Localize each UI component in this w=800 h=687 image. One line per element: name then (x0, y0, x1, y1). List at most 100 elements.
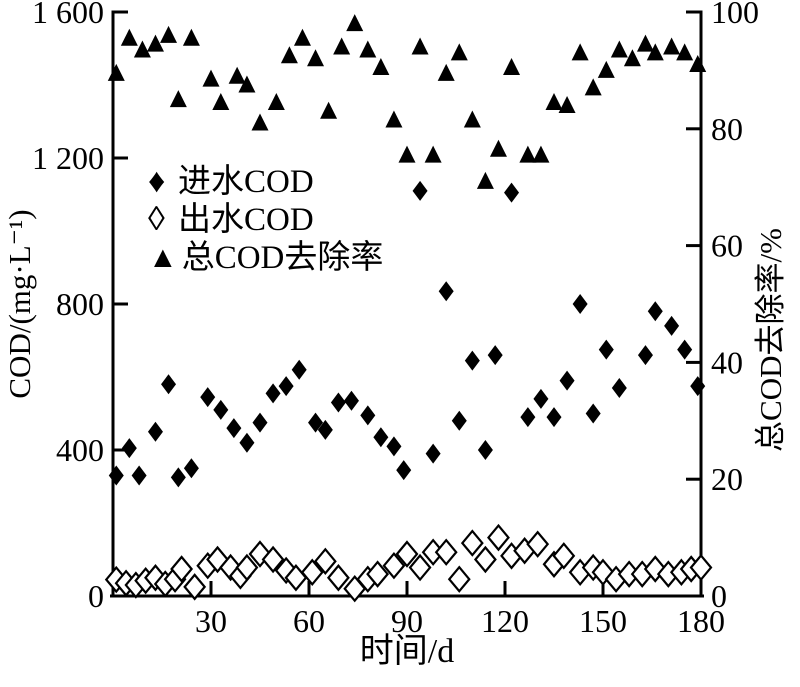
data-point-influent-cod (664, 315, 680, 336)
data-point-influent-cod (611, 377, 627, 398)
data-point-influent-cod (559, 370, 575, 391)
data-point-cod-removal (228, 66, 246, 84)
y-right-tick-label: 0 (711, 578, 727, 614)
data-point-influent-cod (386, 436, 402, 457)
data-point-influent-cod (585, 403, 601, 424)
data-point-cod-removal (398, 145, 416, 163)
x-tick-label: 150 (579, 603, 627, 639)
ticks-layer (113, 10, 703, 596)
y-right-tick-label: 20 (711, 461, 743, 497)
data-point-effluent-cod (526, 530, 550, 558)
data-point-effluent-cod (313, 547, 337, 576)
axes-layer (110, 10, 704, 598)
y-left-tick-label: 1 600 (32, 0, 104, 30)
data-point-effluent-cod (382, 551, 406, 580)
data-point-influent-cod (239, 432, 255, 453)
legend-label-effluent-cod: 出水COD (178, 202, 314, 238)
data-point-cod-removal (160, 25, 178, 43)
data-point-cod-removal (623, 49, 641, 67)
data-point-cod-removal (107, 63, 125, 81)
data-point-effluent-cod (235, 553, 259, 582)
data-point-cod-removal (558, 95, 576, 113)
data-point-influent-cod (647, 301, 663, 322)
x-tick-label: 120 (481, 603, 529, 639)
data-point-effluent-cod (460, 529, 484, 557)
data-point-cod-removal (597, 60, 615, 78)
data-point-influent-cod (412, 180, 428, 201)
data-point-influent-cod (520, 407, 536, 428)
data-point-cod-removal (333, 37, 351, 55)
legend-item-total-cod-removal: ▲ 总COD去除率 (148, 239, 383, 277)
y-right-tick-label: 80 (711, 111, 743, 147)
data-point-influent-cod (226, 418, 242, 439)
data-point-cod-removal (238, 75, 256, 93)
x-tick-label: 180 (677, 603, 725, 639)
data-point-cod-removal (320, 101, 338, 119)
x-tick-label: 90 (391, 603, 423, 639)
data-point-cod-removal (411, 37, 429, 55)
legend: ♦ 进水COD ◊ 出水COD ▲ 总COD去除率 (148, 163, 383, 277)
data-point-influent-cod (396, 460, 412, 481)
data-point-cod-removal (251, 113, 269, 131)
data-point-effluent-cod (366, 560, 390, 588)
data-point-effluent-cod (183, 573, 207, 601)
x-axis-label: 时间/d (360, 633, 454, 670)
data-point-effluent-cod (170, 555, 194, 583)
data-point-influent-cod (637, 345, 653, 366)
data-point-influent-cod (213, 399, 229, 420)
data-point-effluent-cod (434, 538, 458, 566)
data-point-influent-cod (546, 407, 562, 428)
y-right-tick-label: 100 (711, 0, 759, 30)
data-point-cod-removal (307, 49, 325, 67)
data-point-cod-removal (169, 90, 187, 108)
data-point-influent-cod (161, 374, 177, 395)
data-point-effluent-cod (447, 565, 471, 593)
data-point-cod-removal (676, 43, 694, 61)
data-point-effluent-cod (395, 540, 419, 568)
data-point-effluent-cod (473, 545, 497, 574)
data-point-cod-removal (532, 145, 550, 163)
data-point-influent-cod (330, 392, 346, 413)
legend-label-influent-cod: 进水COD (178, 164, 314, 200)
data-point-influent-cod (121, 438, 137, 459)
data-point-influent-cod (291, 359, 307, 380)
data-point-influent-cod (265, 383, 281, 404)
data-point-cod-removal (280, 46, 298, 64)
legend-item-effluent-cod: ◊ 出水COD (148, 201, 383, 239)
data-point-influent-cod (572, 294, 588, 314)
data-point-cod-removal (133, 40, 151, 58)
data-point-influent-cod (487, 345, 503, 366)
data-point-effluent-cod (552, 542, 576, 570)
data-point-cod-removal (346, 14, 364, 32)
data-point-influent-cod (677, 339, 693, 360)
data-point-influent-cod (108, 465, 124, 486)
y-right-tick-label: 60 (711, 228, 743, 264)
tick-labels-layer: 0 400 800 1 200 1 600 0 20 40 60 80 100 30 60 90 120 15… (32, 0, 759, 639)
data-point-influent-cod (343, 390, 359, 411)
legend-item-influent-cod: ♦ 进水COD (148, 163, 383, 201)
data-point-cod-removal (571, 43, 589, 61)
data-point-cod-removal (372, 57, 390, 75)
y-left-tick-label: 1 200 (32, 140, 104, 176)
data-point-influent-cod (477, 440, 493, 460)
data-point-cod-removal (120, 28, 138, 46)
data-point-cod-removal (636, 34, 654, 52)
data-point-cod-removal (489, 139, 507, 157)
data-point-influent-cod (598, 339, 614, 360)
data-point-influent-cod (360, 405, 376, 426)
data-point-cod-removal (450, 43, 468, 61)
data-point-effluent-cod (487, 523, 510, 552)
y-right-tick-label: 40 (711, 344, 743, 380)
data-point-influent-cod (438, 281, 454, 302)
data-point-influent-cod (425, 443, 441, 464)
data-point-influent-cod (131, 465, 147, 486)
data-point-cod-removal (212, 93, 230, 111)
data-point-influent-cod (200, 387, 216, 408)
data-point-cod-removal (267, 93, 285, 111)
data-point-effluent-cod (300, 558, 324, 586)
data-point-influent-cod (373, 427, 389, 448)
open-diamond-icon: ◊ (148, 201, 165, 238)
data-point-effluent-cod (261, 545, 285, 574)
